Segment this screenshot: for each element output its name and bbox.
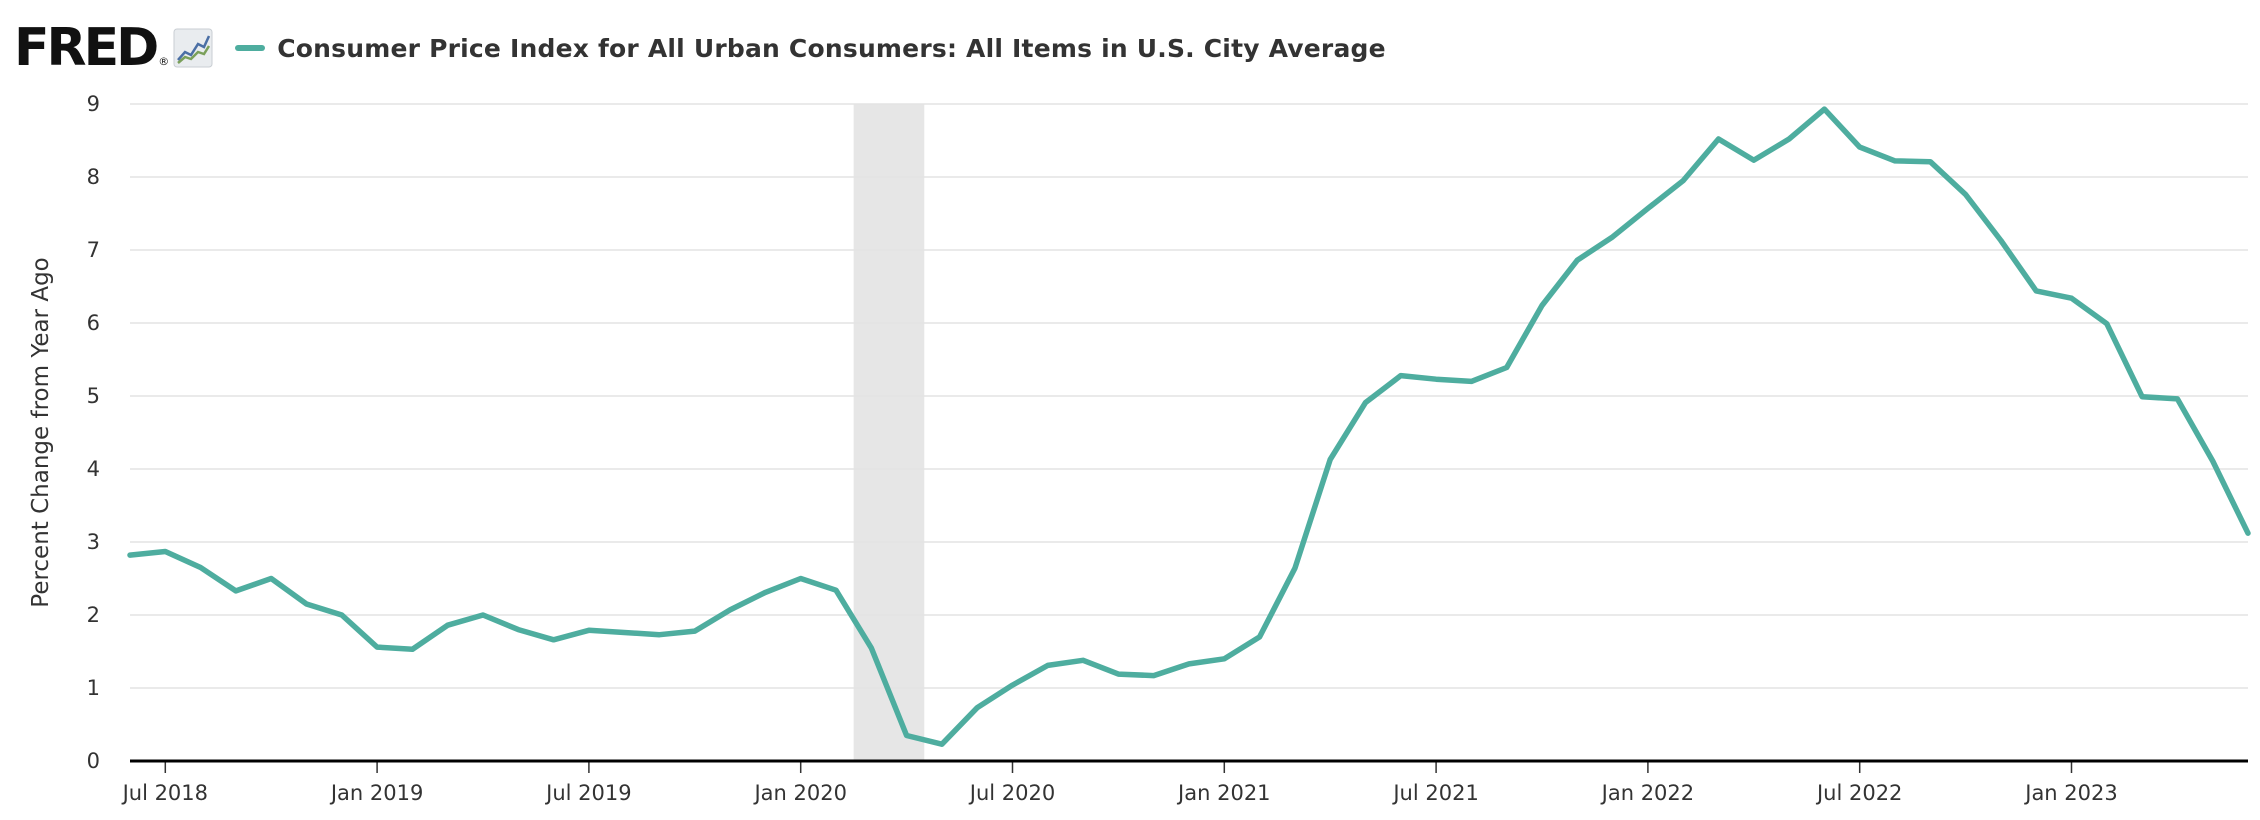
registered-mark: ®	[158, 55, 170, 68]
data-point[interactable]	[900, 729, 914, 743]
data-point[interactable]	[1641, 201, 1655, 215]
x-tick-label: Jan 2021	[1176, 781, 1271, 805]
data-point[interactable]	[723, 603, 737, 617]
data-point[interactable]	[1217, 652, 1231, 666]
data-point[interactable]	[1817, 102, 1831, 116]
data-point[interactable]	[1076, 653, 1090, 667]
data-point[interactable]	[194, 561, 208, 575]
data-point[interactable]	[1570, 253, 1584, 267]
data-point[interactable]	[547, 633, 561, 647]
data-point[interactable]	[1394, 369, 1408, 383]
data-point[interactable]	[264, 572, 278, 586]
y-tick-label: 3	[87, 530, 100, 554]
y-tick-label: 2	[87, 603, 100, 627]
data-point[interactable]	[1676, 174, 1690, 188]
data-point[interactable]	[1323, 453, 1337, 467]
x-tick-label: Jul 2021	[1391, 781, 1478, 805]
data-point[interactable]	[1464, 374, 1478, 388]
y-tick-label: 8	[87, 165, 100, 189]
data-point[interactable]	[1923, 155, 1937, 169]
data-point[interactable]	[2100, 317, 2114, 331]
data-point[interactable]	[688, 624, 702, 638]
legend: Consumer Price Index for All Urban Consu…	[235, 34, 1386, 63]
data-point[interactable]	[1747, 153, 1761, 167]
data-point[interactable]	[1359, 396, 1373, 410]
data-point[interactable]	[2065, 291, 2079, 305]
x-tick-label: Jul 2019	[544, 781, 631, 805]
y-tick-label: 5	[87, 384, 100, 408]
x-tick-label: Jul 2018	[121, 781, 208, 805]
data-point[interactable]	[1429, 372, 1443, 386]
x-tick-label: Jan 2022	[1600, 781, 1695, 805]
x-tick-label: Jul 2022	[1815, 781, 1902, 805]
data-point[interactable]	[1288, 561, 1302, 575]
data-point[interactable]	[1006, 678, 1020, 692]
x-tick-label: Jan 2020	[752, 781, 847, 805]
data-point[interactable]	[1535, 299, 1549, 313]
data-point[interactable]	[1994, 234, 2008, 248]
data-point[interactable]	[970, 701, 984, 715]
data-point[interactable]	[617, 626, 631, 640]
x-tick-label: Jan 2019	[329, 781, 424, 805]
data-point[interactable]	[1853, 140, 1867, 154]
y-tick-label: 1	[87, 676, 100, 700]
data-point[interactable]	[1253, 630, 1267, 644]
data-point[interactable]	[1606, 230, 1620, 244]
data-point[interactable]	[1500, 361, 1514, 375]
data-point[interactable]	[758, 585, 772, 599]
data-point[interactable]	[511, 623, 525, 637]
data-point[interactable]	[935, 737, 949, 751]
data-point[interactable]	[1888, 154, 1902, 168]
data-point[interactable]	[1712, 132, 1726, 146]
y-tick-label: 0	[87, 749, 100, 773]
data-point[interactable]	[335, 608, 349, 622]
data-point[interactable]	[794, 572, 808, 586]
data-point[interactable]	[1959, 188, 1973, 202]
fred-logo-text: FRED	[14, 18, 159, 78]
x-tick-label: Jul 2020	[968, 781, 1055, 805]
y-tick-label: 6	[87, 311, 100, 335]
data-point[interactable]	[300, 597, 314, 611]
data-point[interactable]	[2206, 454, 2220, 468]
data-point[interactable]	[1041, 658, 1055, 672]
y-axis-title: Percent Change from Year Ago	[28, 257, 54, 607]
data-point[interactable]	[1182, 657, 1196, 671]
data-point[interactable]	[653, 628, 667, 642]
y-tick-label: 7	[87, 238, 100, 262]
x-tick-label: Jan 2023	[2023, 781, 2118, 805]
data-point[interactable]	[2241, 526, 2255, 540]
data-point[interactable]	[864, 641, 878, 655]
data-point[interactable]	[2029, 284, 2043, 298]
data-point[interactable]	[476, 608, 490, 622]
data-point[interactable]	[405, 642, 419, 656]
data-point[interactable]	[2170, 392, 2184, 406]
recession-band	[853, 104, 925, 761]
chart-header: FRED ® Consumer Price Index for All Urba…	[14, 18, 1386, 78]
fred-logo[interactable]: FRED ®	[14, 22, 213, 74]
data-point[interactable]	[441, 618, 455, 632]
data-point[interactable]	[2135, 390, 2149, 404]
y-tick-label: 9	[87, 92, 100, 116]
data-point[interactable]	[370, 640, 384, 654]
data-point[interactable]	[582, 623, 596, 637]
legend-swatch	[235, 45, 266, 51]
y-tick-label: 4	[87, 457, 100, 481]
data-point[interactable]	[229, 584, 243, 598]
data-point[interactable]	[1782, 132, 1796, 146]
legend-label[interactable]: Consumer Price Index for All Urban Consu…	[277, 33, 1386, 63]
chart-line-icon	[173, 28, 213, 68]
data-point[interactable]	[829, 583, 843, 597]
data-point[interactable]	[158, 545, 172, 559]
data-point[interactable]	[1147, 669, 1161, 683]
data-point[interactable]	[1111, 667, 1125, 681]
cpi-series-line[interactable]	[127, 106, 2251, 747]
data-point[interactable]	[123, 548, 137, 562]
